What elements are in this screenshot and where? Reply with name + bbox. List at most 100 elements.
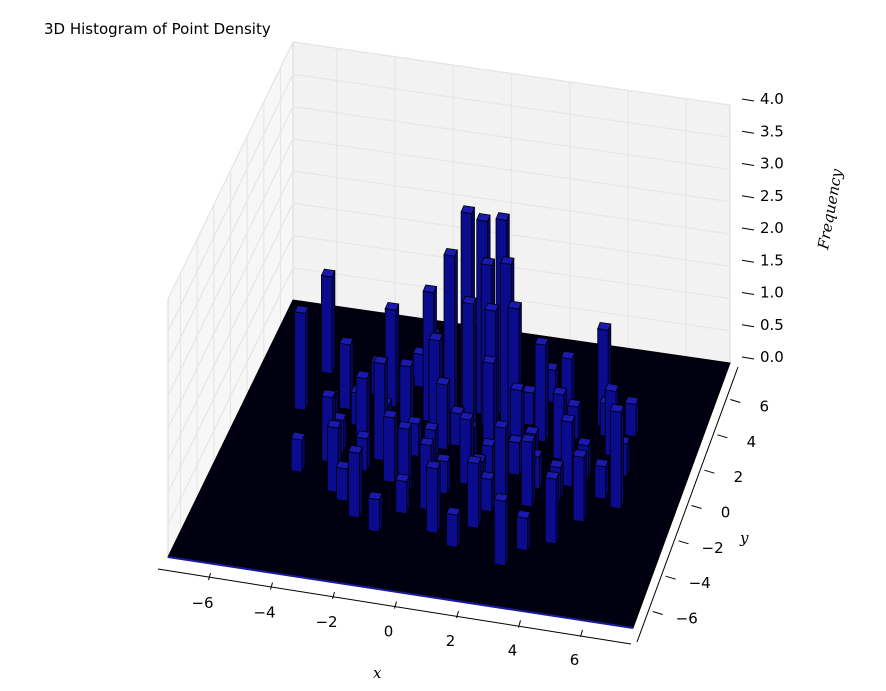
x-tick-label: −4	[253, 604, 275, 622]
x-tick-label: 0	[384, 623, 394, 641]
grid-line-z-back	[292, 138, 731, 203]
x-tick-label: −2	[315, 613, 337, 631]
x-axis-line	[157, 568, 632, 645]
bar-top-face	[597, 321, 612, 331]
bar-front-face	[395, 479, 408, 515]
bar-front-face	[320, 274, 333, 375]
z-tick-label: 2.5	[760, 187, 784, 205]
histogram-bar	[493, 492, 509, 567]
z-tick-label: 1.0	[760, 284, 784, 302]
y-tick-label: −4	[689, 574, 711, 592]
bar-top-face	[624, 396, 639, 405]
bar-front-face	[493, 499, 506, 567]
bar-side-face	[454, 249, 458, 418]
z-tick-mark	[741, 259, 755, 263]
bar-top-face	[560, 413, 576, 423]
bar-side-face	[304, 307, 309, 411]
bars-group	[290, 205, 639, 567]
bar-side-face	[472, 297, 477, 434]
histogram-bar	[339, 336, 354, 410]
bar-top-face	[339, 336, 354, 346]
bar-top-face	[355, 370, 371, 380]
bar-top-face	[321, 389, 337, 399]
histogram-bar	[466, 455, 482, 529]
z-tick-mark	[741, 195, 755, 199]
y-axis-label: y	[739, 529, 749, 547]
bar-top-face	[524, 425, 539, 435]
bar-top-face	[594, 458, 609, 468]
z-tick-label: 2.0	[760, 219, 784, 237]
histogram-bar	[508, 434, 523, 476]
bar-side-face	[545, 338, 549, 443]
x-tick-mark	[332, 591, 335, 600]
x-tick-mark	[518, 620, 521, 628]
z-tick-label: 3.0	[760, 155, 784, 173]
bar-top-face	[572, 449, 588, 458]
histogram-bar	[395, 473, 410, 515]
bar-top-face	[560, 350, 576, 360]
bar-top-face	[534, 336, 549, 346]
bar-top-face	[567, 398, 582, 408]
histogram-bar	[347, 444, 363, 519]
bar-front-face	[446, 513, 458, 548]
z-tick-label: 3.5	[760, 122, 784, 140]
z-tick-mark	[741, 292, 755, 295]
bar-top-face	[484, 302, 499, 312]
bar-top-face	[326, 419, 342, 429]
bar-front-face	[624, 402, 637, 438]
z-tick-mark	[741, 98, 755, 102]
bar-front-face	[348, 451, 360, 519]
histogram-bar	[326, 419, 342, 493]
bar-top-face	[395, 473, 410, 483]
bar-front-face	[373, 361, 386, 462]
bar-top-face	[494, 419, 509, 429]
z-tick-mark	[741, 324, 755, 328]
bar-side-face	[531, 435, 536, 507]
ticks-group: −6−4−20246−6−4−202460.00.51.01.52.02.53.…	[157, 90, 784, 669]
bar-top-face	[407, 415, 422, 425]
bar-top-face	[481, 437, 496, 447]
histogram-bar	[520, 433, 536, 508]
bar-side-face	[331, 270, 336, 374]
bar-top-face	[445, 506, 461, 516]
bar-top-face	[460, 205, 476, 214]
bar-top-face	[516, 509, 531, 519]
histogram-bar	[445, 506, 461, 548]
bar-top-face	[355, 430, 371, 440]
z-tick-mark	[741, 163, 755, 166]
x-tick-mark	[394, 601, 397, 609]
x-tick-mark	[456, 610, 459, 619]
y-tick-label: 0	[721, 504, 731, 522]
y-tick-label: 4	[747, 433, 757, 451]
bar-top-face	[577, 437, 592, 447]
y-tick-mark	[704, 469, 715, 474]
bar-side-face	[555, 472, 560, 544]
bar-top-face	[500, 256, 515, 265]
y-tick-label: 2	[734, 468, 744, 486]
bar-side-face	[436, 462, 441, 534]
bar-top-face	[335, 460, 351, 470]
y-axis-line	[636, 366, 739, 643]
x-tick-mark	[208, 572, 211, 581]
bar-side-face	[395, 303, 400, 408]
bar-front-face	[339, 342, 351, 410]
grid-line-z-back	[292, 105, 731, 171]
histogram-bar	[435, 376, 451, 451]
bar-top-face	[493, 492, 509, 502]
z-tick-label: 1.5	[760, 251, 784, 269]
histogram-bar	[624, 396, 639, 438]
histogram-bar	[290, 431, 306, 473]
bar-front-face	[367, 497, 380, 533]
bar-top-face	[320, 268, 336, 278]
bar-top-face	[397, 420, 413, 430]
bar-top-face	[450, 405, 465, 415]
bar-top-face	[422, 284, 438, 294]
bar-side-face	[477, 457, 482, 529]
histogram-bar	[572, 449, 588, 523]
bar-top-face	[604, 383, 619, 392]
bar-front-face	[594, 464, 607, 500]
bar-front-face	[294, 311, 306, 411]
grid-line-z-back	[292, 41, 731, 106]
bar-front-face	[521, 440, 533, 508]
